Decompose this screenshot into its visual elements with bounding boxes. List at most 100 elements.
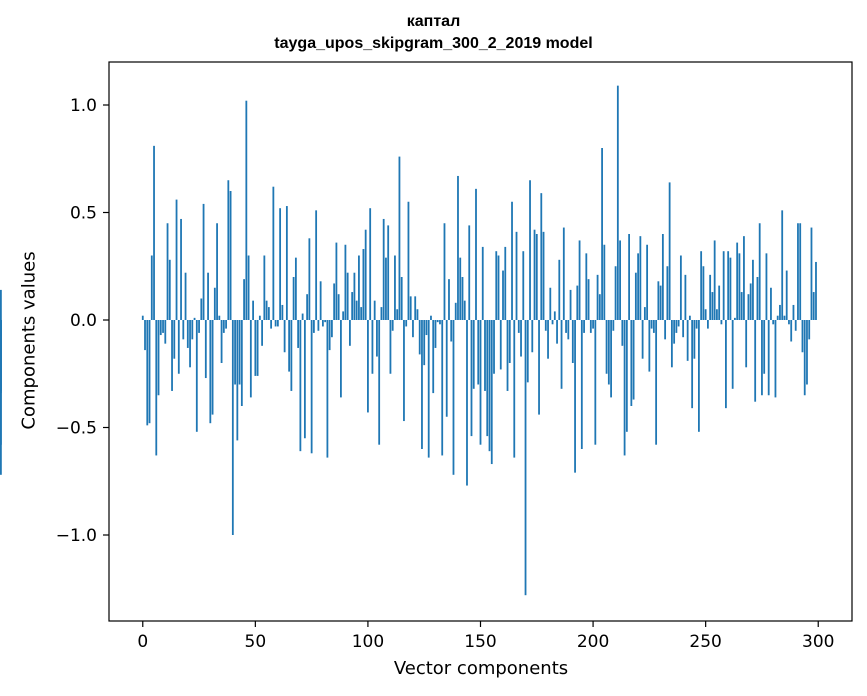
y-axis-label: Components values	[18, 251, 40, 430]
bar-269	[747, 294, 750, 320]
bar-163	[508, 320, 511, 363]
bar-182	[551, 320, 554, 325]
bar-56	[267, 307, 270, 320]
x-tick-label: 250	[689, 632, 721, 652]
bar-24	[195, 320, 198, 432]
bar-169	[522, 251, 525, 320]
bar-189	[567, 320, 570, 340]
bar-43	[238, 320, 241, 385]
bar-278	[767, 320, 770, 396]
bar-50	[254, 320, 257, 376]
bar-208	[610, 320, 612, 398]
bar-91	[346, 272, 349, 320]
bar-237	[675, 320, 678, 333]
bar-41	[234, 320, 236, 385]
bar-112	[394, 255, 396, 320]
bar-143	[463, 300, 466, 320]
bar-87	[337, 294, 340, 320]
bar-78	[317, 320, 320, 331]
bar-23	[193, 317, 196, 320]
bar-258	[722, 251, 725, 320]
bar-12	[168, 259, 171, 320]
bar-58	[272, 186, 275, 320]
bar-221	[639, 236, 642, 320]
bar-164	[511, 201, 513, 320]
bar-160	[502, 270, 504, 320]
bar-98	[362, 249, 365, 320]
bar-250	[704, 309, 707, 320]
bar-191	[571, 320, 574, 363]
bar-36	[222, 320, 225, 333]
bar-207	[607, 320, 610, 385]
bar-154	[488, 320, 491, 452]
bar-205	[603, 244, 606, 320]
bar-103	[373, 300, 376, 320]
x-tick-label: 100	[352, 632, 384, 652]
bar-219	[634, 272, 637, 320]
bar-111	[391, 320, 394, 331]
bar-263	[734, 317, 736, 320]
bar-108	[385, 257, 387, 320]
bar-106	[380, 307, 383, 320]
bar-190	[569, 289, 572, 320]
bar-170	[524, 320, 527, 596]
bar-141	[459, 257, 462, 320]
bar-54	[263, 255, 266, 320]
bar-17	[180, 218, 182, 320]
bar-62	[281, 304, 284, 320]
bar-113	[396, 309, 399, 320]
bar-296	[808, 320, 811, 340]
bar-220	[637, 253, 640, 320]
bar-31	[211, 320, 214, 415]
bar-259	[725, 320, 727, 409]
bar-123	[418, 320, 421, 355]
bar-173	[531, 320, 534, 353]
x-axis-ticks: 0 50 100 150 200 250 300	[137, 621, 834, 652]
bar-7	[157, 320, 160, 396]
bar-282	[776, 315, 779, 320]
bar-52	[258, 315, 261, 320]
bar-82	[326, 320, 329, 458]
bar-72	[303, 320, 306, 439]
bar-129	[432, 320, 435, 394]
bar-73	[306, 294, 309, 320]
bar-268	[745, 320, 748, 368]
bar-37	[225, 320, 227, 329]
bar-224	[646, 244, 649, 320]
bar-29	[207, 272, 209, 320]
bar-227	[652, 320, 655, 333]
bar-39	[229, 191, 232, 320]
bar-115	[400, 277, 403, 320]
bar-240	[682, 320, 685, 338]
bar-167	[517, 320, 520, 333]
bar-174	[533, 229, 536, 320]
bar-114	[398, 156, 401, 320]
bar-230	[659, 285, 662, 320]
bar-105	[378, 320, 381, 445]
bar-20	[186, 320, 189, 348]
bar-144	[466, 320, 468, 486]
bar-222	[641, 320, 644, 359]
bar-46	[245, 100, 248, 320]
bar-180	[547, 320, 549, 359]
bar-233	[666, 266, 669, 320]
bar-244	[691, 320, 694, 409]
bar-139	[454, 302, 457, 320]
bar-26	[200, 298, 203, 320]
bar-undefined	[0, 320, 2, 336]
bar-94	[353, 272, 356, 320]
bar-136	[448, 279, 450, 320]
bar-210	[614, 266, 617, 320]
y-tick-label: 0.5	[70, 204, 97, 224]
x-tick-label: 50	[245, 632, 267, 652]
bar-75	[310, 320, 313, 454]
bar-284	[781, 210, 784, 320]
bar-246	[695, 320, 698, 329]
bar-264	[736, 242, 739, 320]
bar-16	[177, 320, 180, 374]
bar-undefined	[0, 289, 2, 320]
bar-80	[321, 320, 324, 327]
bar-133	[441, 320, 444, 456]
bar-231	[661, 234, 664, 320]
